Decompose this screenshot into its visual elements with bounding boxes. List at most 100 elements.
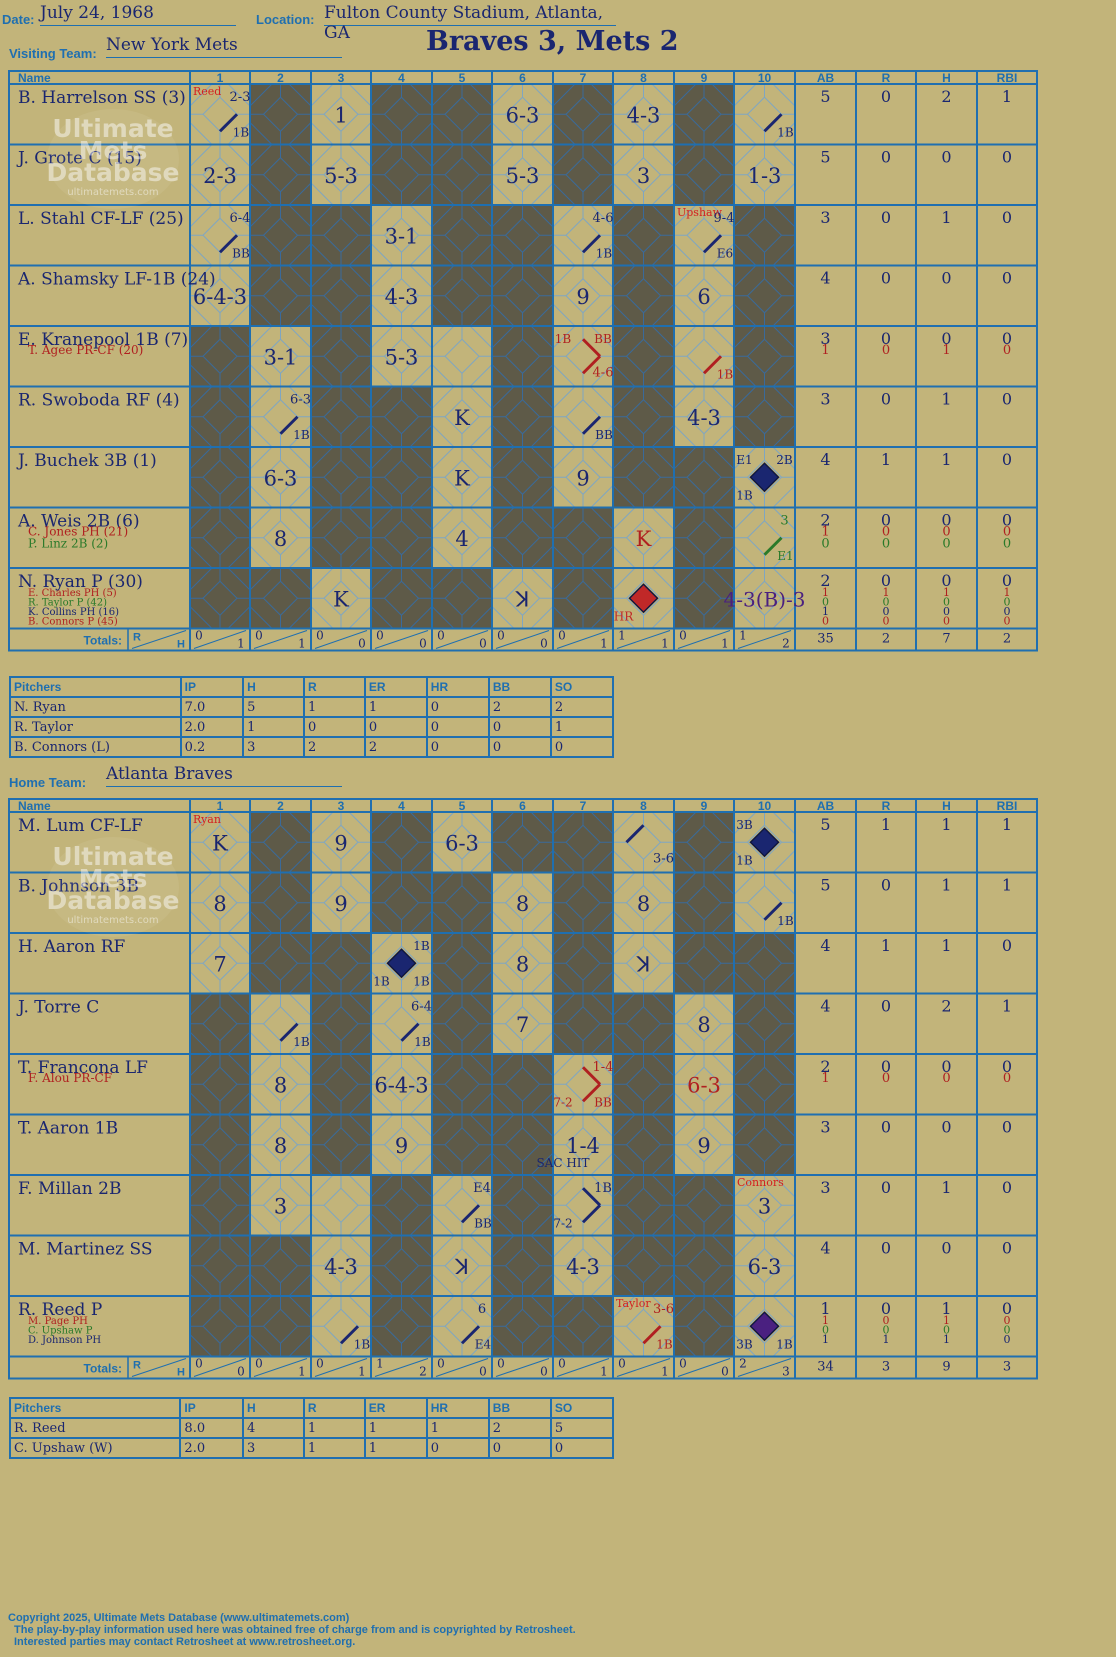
inning-runs-total: 0 bbox=[679, 629, 687, 643]
play-notation: 4-3 bbox=[627, 103, 661, 127]
pitching-stat: 1 bbox=[302, 1437, 366, 1459]
cell-guide bbox=[673, 1295, 735, 1357]
stat-value: 1 bbox=[1002, 997, 1012, 1016]
play-notation: 4-3 bbox=[324, 1255, 358, 1279]
inning-hits-total: 2 bbox=[419, 1365, 427, 1379]
inning-hits-total: 1 bbox=[661, 637, 669, 651]
cell-guide bbox=[189, 993, 251, 1055]
play-notation: 1B bbox=[702, 355, 733, 382]
stat-value: 0 bbox=[1004, 1333, 1011, 1346]
pitcher-change-note: Reed bbox=[193, 85, 221, 98]
cell-guide bbox=[370, 1174, 433, 1236]
play-notation: 1B 1B 1B bbox=[373, 939, 430, 989]
cell-guide bbox=[189, 386, 251, 448]
pitching-column-header: HR bbox=[425, 1397, 490, 1419]
pitcher-name: B. Connors (L) bbox=[9, 736, 182, 758]
cell-guide bbox=[310, 325, 372, 387]
cell-guide bbox=[310, 1295, 372, 1357]
stat-value: 0 bbox=[1003, 1071, 1011, 1086]
inning-header: 3 bbox=[338, 71, 345, 85]
play-result: 6-3 bbox=[506, 103, 540, 127]
cell-guide bbox=[733, 567, 796, 629]
play-result: 4-3(B)-3 bbox=[724, 587, 806, 611]
play-notation: 5-3 bbox=[506, 164, 540, 188]
batter-row: B. Johnson 3B 5 0 1 1 8 9 8 8 1B bbox=[8, 871, 1038, 934]
inning-runs-total: 0 bbox=[195, 1357, 203, 1371]
play-notation: 6 bbox=[697, 285, 710, 309]
cell-guide bbox=[370, 144, 433, 206]
stat-value: 1 bbox=[941, 876, 951, 895]
play-result: 6-4 bbox=[230, 211, 251, 226]
play-notation: K bbox=[212, 831, 228, 855]
play-notation: 6-4 1B bbox=[400, 1000, 432, 1049]
cell-guide bbox=[673, 1235, 735, 1297]
stat-value: 0 bbox=[1002, 1299, 1012, 1318]
pitching-stat: 3 bbox=[241, 1437, 305, 1459]
batter-row: L. Stahl CF-LF (25) 3 0 1 0 Upshaw 6-4 BB 3-1 4-6… bbox=[8, 204, 1038, 267]
play-notation: 4-3 bbox=[385, 285, 419, 309]
base-path bbox=[763, 901, 783, 921]
stat-value: 0 bbox=[1002, 1178, 1012, 1197]
cell-guide bbox=[733, 1174, 796, 1236]
rh-divider bbox=[737, 1358, 792, 1377]
cell-guide bbox=[249, 1053, 312, 1115]
advance-note: E1 bbox=[777, 549, 793, 563]
play-notation: 1B bbox=[763, 113, 794, 140]
play-result: 8 bbox=[516, 892, 529, 916]
cell-guide bbox=[249, 1174, 312, 1236]
cell-guide bbox=[612, 144, 675, 206]
advance-note: 7-2 bbox=[553, 1096, 572, 1110]
play-result: 4-3 bbox=[687, 406, 721, 430]
cell-guide bbox=[310, 932, 372, 994]
stat-value: 0 bbox=[1002, 1239, 1012, 1258]
play-notation: 8 bbox=[274, 1134, 287, 1158]
inning-hits-total: 0 bbox=[419, 637, 427, 651]
cell-guide bbox=[189, 204, 251, 266]
cell-guide bbox=[189, 872, 251, 934]
stat-value: 1 bbox=[941, 1299, 951, 1318]
stat-value: 1 bbox=[941, 1178, 951, 1197]
pitching-stat: 0 bbox=[487, 716, 552, 738]
cell-guide bbox=[552, 325, 614, 387]
stat-value: 1 bbox=[941, 208, 951, 227]
stat-column-header: H bbox=[942, 71, 951, 85]
player-name: E. Kranepool 1B (7) bbox=[18, 330, 188, 350]
cell-guide bbox=[431, 567, 493, 629]
stat-value: 0 bbox=[881, 1299, 891, 1318]
play-notation: 5-3 bbox=[385, 345, 419, 369]
watermark-line: Ultimate bbox=[52, 114, 173, 143]
watermark-line: Database bbox=[46, 886, 179, 915]
cell-guide bbox=[249, 932, 312, 994]
advance-note: 1B bbox=[293, 428, 310, 442]
play-notation: 1B bbox=[763, 901, 794, 928]
rh-divider bbox=[435, 630, 489, 649]
substitute-name: F. Alou PR-CF bbox=[28, 1071, 112, 1085]
play-notation: 9 bbox=[576, 466, 589, 490]
play-notation: 6-3 bbox=[506, 103, 540, 127]
play-notation: 8 bbox=[274, 1073, 287, 1097]
cell-guide bbox=[491, 204, 554, 266]
play-result: 8 bbox=[274, 1073, 287, 1097]
cell-guide bbox=[491, 811, 554, 873]
inning-hits-total: 3 bbox=[782, 1365, 790, 1379]
cell-guide bbox=[431, 1114, 493, 1176]
pitching-stat: 4 bbox=[241, 1417, 305, 1439]
inning-hits-total: 0 bbox=[721, 1365, 729, 1379]
cell-guide bbox=[189, 1114, 251, 1176]
cell-guide bbox=[310, 386, 372, 448]
inning-header: 9 bbox=[701, 799, 708, 813]
play-notation: 4-6 1B bbox=[581, 211, 613, 261]
stat-value: 0 bbox=[881, 876, 891, 895]
pitcher-change-note: Ryan bbox=[193, 813, 221, 826]
inning-runs-total: 0 bbox=[437, 1357, 445, 1371]
game-location: Fulton County Stadium, Atlanta, GA bbox=[324, 3, 616, 43]
play-notation: BB bbox=[581, 415, 613, 442]
stat-value: 0 bbox=[1004, 596, 1011, 609]
play-notation: 8 bbox=[697, 1013, 710, 1037]
play-notation: 8 bbox=[516, 892, 529, 916]
stat-value: 3 bbox=[820, 390, 830, 409]
player-name: N. Ryan P (30) bbox=[18, 572, 143, 592]
stat-total-value: 3 bbox=[882, 1360, 890, 1375]
